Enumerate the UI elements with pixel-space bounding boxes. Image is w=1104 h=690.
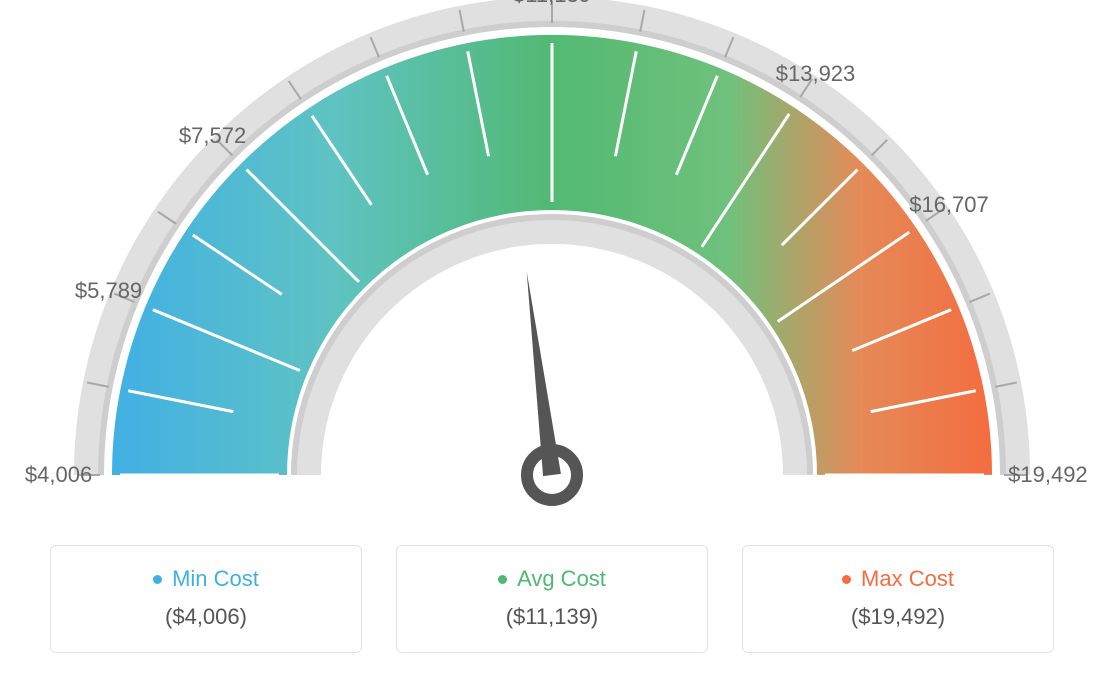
- legend-avg-title-text: Avg Cost: [517, 566, 606, 591]
- legend-min-title-text: Min Cost: [172, 566, 259, 591]
- scale-label: $4,006: [25, 462, 92, 488]
- scale-label: $16,707: [909, 192, 989, 218]
- legend-avg-value: ($11,139): [397, 604, 707, 630]
- legend-avg-title: Avg Cost: [397, 566, 707, 592]
- scale-label: $5,789: [75, 278, 142, 304]
- legend-avg-box: Avg Cost ($11,139): [396, 545, 708, 653]
- cost-gauge-chart: $4,006 $5,789 $7,572 $11,139 $13,923 $16,707 $…: [0, 0, 1104, 690]
- legend-max-title: Max Cost: [743, 566, 1053, 592]
- scale-label: $11,139: [513, 0, 591, 8]
- dot-icon: [498, 575, 507, 584]
- dot-icon: [842, 575, 851, 584]
- dot-icon: [153, 575, 162, 584]
- scale-label: $19,492: [1008, 462, 1088, 488]
- legend-min-title: Min Cost: [51, 566, 361, 592]
- legend-min-value: ($4,006): [51, 604, 361, 630]
- legend-max-title-text: Max Cost: [861, 566, 954, 591]
- gauge: $4,006 $5,789 $7,572 $11,139 $13,923 $16,707 $…: [0, 0, 1104, 520]
- scale-label: $7,572: [179, 123, 246, 149]
- legend-min-box: Min Cost ($4,006): [50, 545, 362, 653]
- legend-max-box: Max Cost ($19,492): [742, 545, 1054, 653]
- scale-label: $13,923: [776, 61, 856, 87]
- legend-max-value: ($19,492): [743, 604, 1053, 630]
- legend-row: Min Cost ($4,006) Avg Cost ($11,139) Max…: [50, 545, 1054, 653]
- gauge-svg: [0, 0, 1104, 520]
